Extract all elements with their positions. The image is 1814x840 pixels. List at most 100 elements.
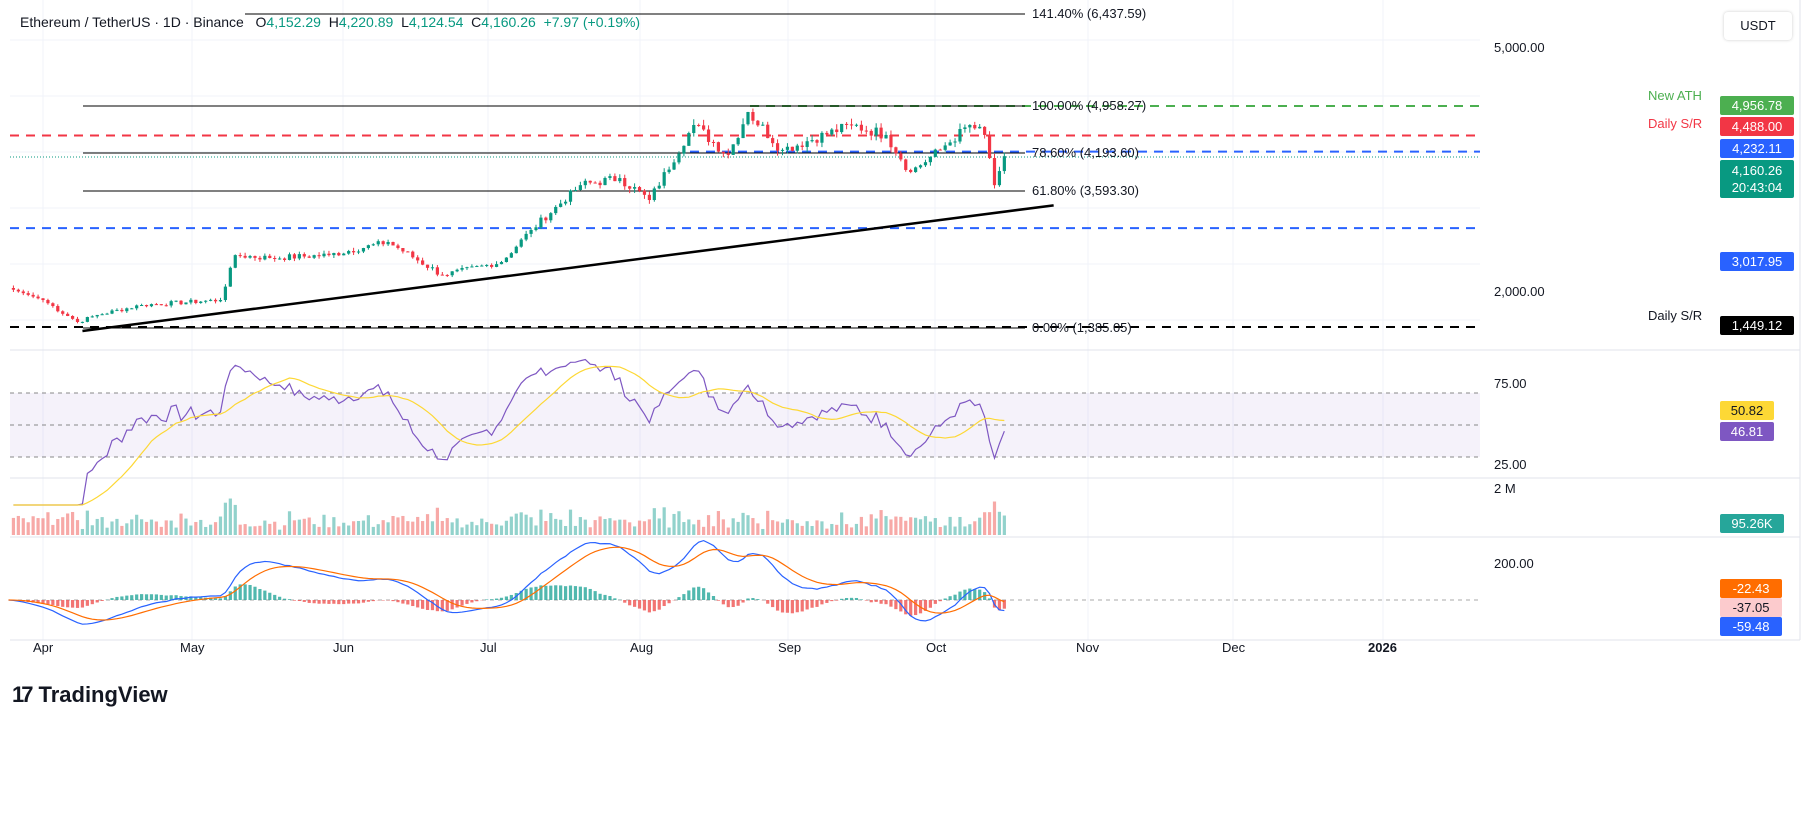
volume-bar — [179, 513, 183, 535]
macd-histogram-bar — [332, 600, 336, 604]
currency-button[interactable]: USDT — [1724, 12, 1792, 40]
volume-bar — [425, 514, 430, 535]
macd-histogram-bar — [751, 598, 755, 600]
candle-body — [923, 162, 928, 166]
volume-bar — [337, 526, 341, 535]
macd-histogram-bar — [706, 592, 711, 600]
candle-body — [578, 185, 582, 190]
volume-bar — [1002, 515, 1006, 535]
volume-bar — [706, 515, 711, 535]
candle-body — [726, 153, 730, 155]
macd-histogram-bar — [894, 600, 898, 610]
macd-histogram-bar — [573, 586, 578, 600]
symbol-header: Ethereum / TetherUS · 1D · Binance O4,15… — [20, 14, 640, 30]
volume-bar — [263, 520, 267, 535]
candle-body — [879, 127, 883, 139]
volume-bar — [238, 524, 242, 535]
candle-body — [406, 251, 410, 253]
macd-histogram-bar — [263, 590, 267, 600]
volume-bar — [672, 513, 676, 535]
candle-body — [213, 299, 218, 302]
price-tick: 2,000.00 — [1494, 284, 1545, 299]
macd-histogram-bar — [519, 590, 523, 600]
macd-histogram-bar — [218, 598, 223, 600]
candle-body — [70, 316, 75, 319]
volume-bar — [682, 522, 686, 535]
candle-body — [549, 213, 553, 221]
volume-bar — [120, 525, 124, 535]
macd-histogram-bar — [716, 600, 721, 601]
macd-histogram-bar — [726, 600, 730, 608]
candle-body — [534, 227, 538, 231]
macd-histogram-bar — [874, 600, 878, 602]
macd-histogram-bar — [233, 586, 237, 600]
volume-bar — [376, 524, 380, 535]
macd-histogram-bar — [337, 600, 341, 605]
volume-bar — [135, 514, 139, 535]
volume-bar — [790, 520, 794, 535]
candle-body — [672, 162, 676, 170]
sr-price-tag: 4,488.00 — [1720, 117, 1794, 136]
candle-body — [159, 304, 163, 306]
candle-body — [366, 245, 370, 249]
candle-body — [613, 176, 617, 182]
macd-histogram-bar — [741, 600, 745, 603]
volume-bar — [997, 511, 1002, 535]
macd-histogram-bar — [282, 598, 287, 600]
volume-tag: 95.26K — [1720, 514, 1784, 533]
candle-body — [933, 149, 937, 157]
low-value: 4,124.54 — [408, 14, 464, 30]
macd-histogram-bar — [46, 600, 50, 605]
volume-bar — [618, 519, 622, 535]
candle-body — [149, 304, 154, 307]
macd-histogram-bar — [692, 587, 696, 600]
ath-price-tag: 4,956.78 — [1720, 96, 1794, 115]
macd-histogram-bar — [327, 600, 331, 604]
volume-bar — [416, 516, 420, 535]
volume-bar — [987, 512, 992, 535]
volume-bar — [928, 521, 932, 535]
volume-bar — [258, 525, 262, 535]
candle-body — [702, 125, 706, 130]
candle-body — [337, 253, 341, 256]
volume-bar — [825, 528, 829, 535]
candle-body — [317, 255, 321, 257]
tradingview-logo[interactable]: 17 TradingView — [12, 682, 168, 708]
volume-bar — [100, 517, 104, 535]
macd-histogram-bar — [164, 595, 168, 600]
open-label: O — [255, 14, 267, 30]
volume-bar — [218, 516, 223, 535]
macd-histogram-bar — [904, 600, 908, 615]
volume-bar — [80, 528, 85, 535]
candle-body — [189, 299, 193, 303]
candle-body — [657, 185, 661, 189]
time-tick: Apr — [33, 640, 54, 655]
volume-bar — [869, 514, 873, 535]
volume-bar — [973, 521, 977, 535]
candle-body — [243, 255, 247, 258]
macd-histogram-bar — [771, 600, 775, 608]
volume-bar — [899, 516, 903, 535]
macd-histogram-bar — [628, 600, 632, 606]
candle-body — [381, 241, 385, 245]
macd-histogram-bar — [682, 594, 686, 600]
candle-body — [36, 296, 40, 299]
macd-histogram-bar — [578, 586, 582, 600]
volume-bar — [992, 501, 997, 535]
time-tick: May — [180, 640, 205, 655]
macd-histogram-bar — [209, 597, 213, 600]
candle-body — [687, 132, 691, 146]
macd-histogram-bar — [973, 589, 977, 600]
candle-body — [874, 127, 878, 136]
candle-body — [494, 264, 499, 267]
macd-histogram-bar — [450, 600, 454, 610]
macd-tick: 200.00 — [1494, 556, 1534, 571]
candle-body — [120, 309, 124, 312]
candle-body — [485, 264, 489, 266]
volume-bar — [401, 515, 405, 535]
macd-histogram-bar — [943, 598, 947, 600]
volume-bar — [494, 524, 499, 535]
macd-histogram-bar — [554, 585, 558, 600]
macd-histogram-bar — [342, 600, 346, 605]
